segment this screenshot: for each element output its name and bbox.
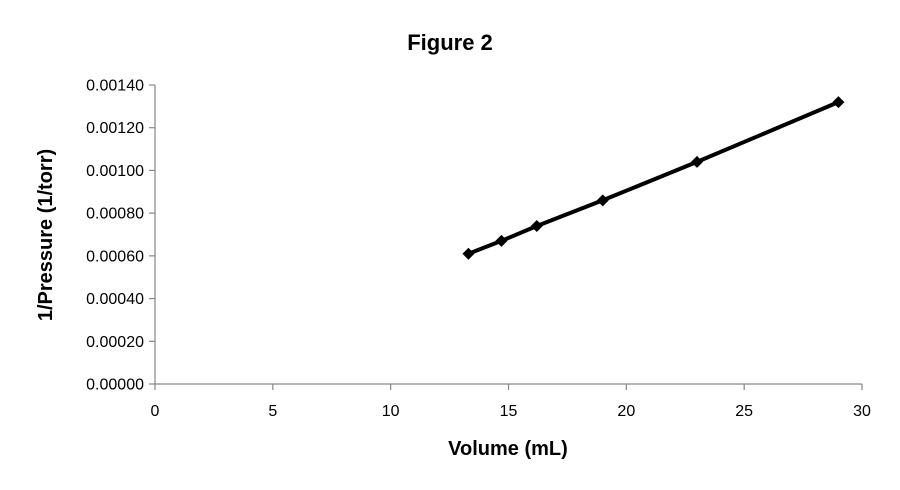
- y-axis: 0.00000 0.00020 0.00040 0.00060 0.00080 0.001…: [86, 78, 156, 394]
- x-tick-label: 25: [735, 403, 753, 420]
- data-point: [691, 155, 704, 168]
- y-tick-label: 0.00000: [86, 377, 144, 394]
- series-line: [466, 100, 841, 256]
- data-point: [530, 219, 543, 232]
- x-axis-label: Volume (mL): [448, 438, 568, 460]
- x-tick-label: 15: [500, 403, 518, 420]
- data-point: [495, 234, 508, 247]
- series: [462, 96, 845, 260]
- y-tick-label: 0.00100: [86, 163, 144, 180]
- x-tick-label: 20: [617, 403, 635, 420]
- y-tick-label: 0.00140: [86, 78, 144, 95]
- y-tick-label: 0.00020: [86, 334, 144, 351]
- data-point: [596, 194, 609, 207]
- y-tick-label: 0.00060: [86, 248, 144, 265]
- chart-title: Figure 2: [407, 30, 493, 55]
- x-tick-label: 10: [382, 403, 400, 420]
- y-tick-label: 0.00080: [86, 206, 144, 223]
- data-point: [832, 96, 845, 109]
- y-tick-label: 0.00040: [86, 291, 144, 308]
- y-tick-label: 0.00120: [86, 120, 144, 137]
- y-axis-label: 1/Pressure (1/torr): [35, 149, 57, 321]
- x-tick-label: 30: [853, 403, 871, 420]
- data-point: [462, 247, 475, 260]
- x-tick-label: 0: [151, 403, 160, 420]
- x-tick-label: 5: [268, 403, 277, 420]
- x-axis: 0 5 10 15 20 25 30: [151, 383, 871, 420]
